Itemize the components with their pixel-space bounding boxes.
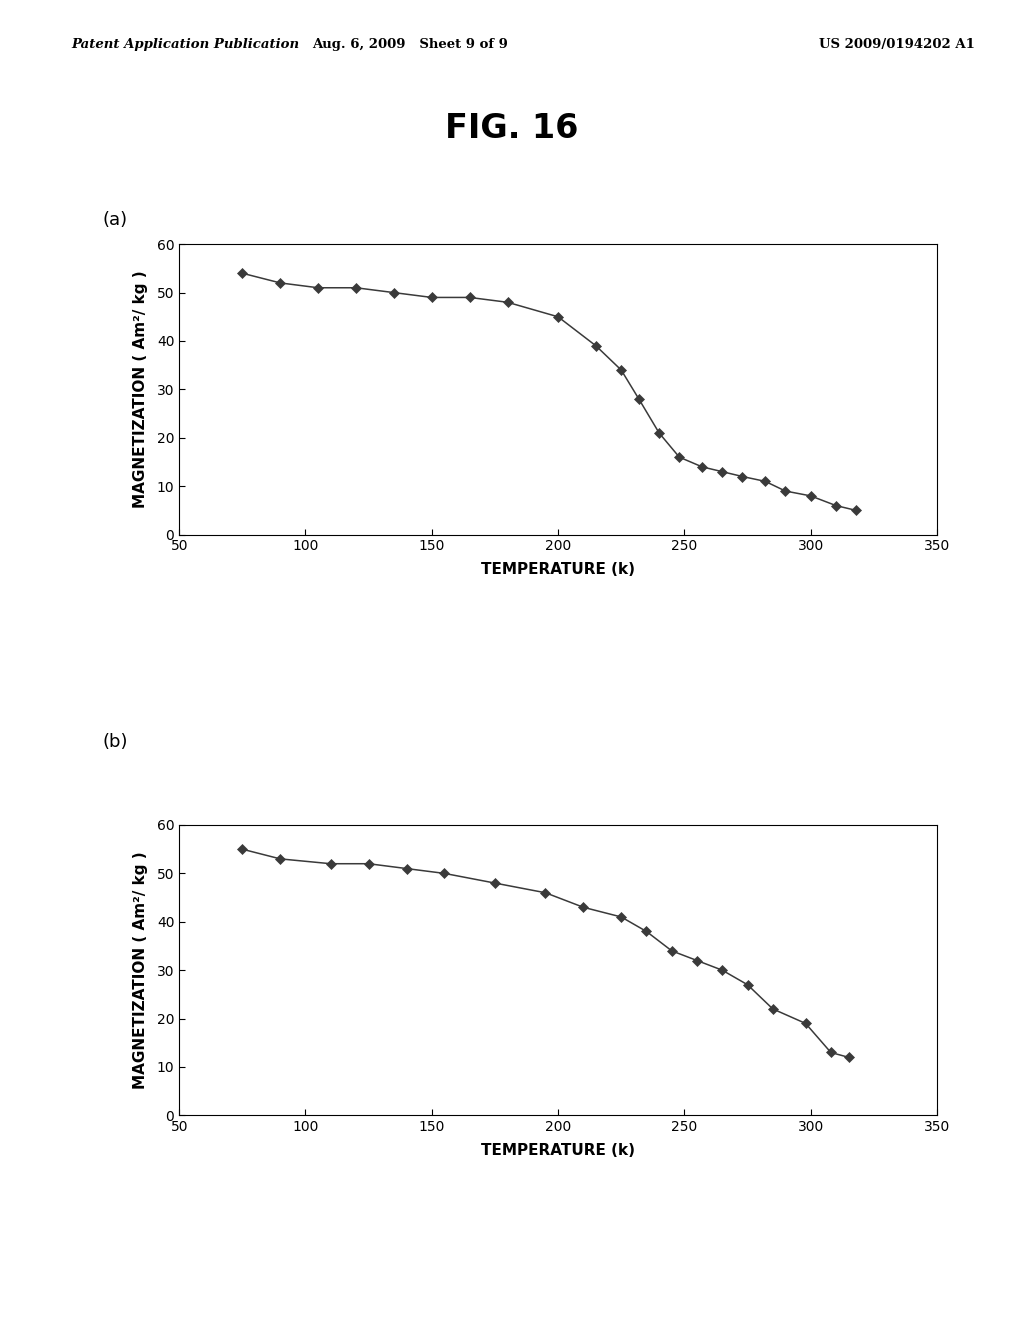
Text: (a): (a) (102, 211, 128, 230)
Text: US 2009/0194202 A1: US 2009/0194202 A1 (819, 38, 975, 51)
Y-axis label: MAGNETIZATION ( Am²/ kg ): MAGNETIZATION ( Am²/ kg ) (133, 271, 148, 508)
Text: FIG. 16: FIG. 16 (445, 112, 579, 145)
Text: (b): (b) (102, 733, 128, 751)
Text: Aug. 6, 2009   Sheet 9 of 9: Aug. 6, 2009 Sheet 9 of 9 (311, 38, 508, 51)
Y-axis label: MAGNETIZATION ( Am²/ kg ): MAGNETIZATION ( Am²/ kg ) (133, 851, 148, 1089)
X-axis label: TEMPERATURE (k): TEMPERATURE (k) (481, 562, 635, 577)
X-axis label: TEMPERATURE (k): TEMPERATURE (k) (481, 1143, 635, 1158)
Text: Patent Application Publication: Patent Application Publication (72, 38, 300, 51)
